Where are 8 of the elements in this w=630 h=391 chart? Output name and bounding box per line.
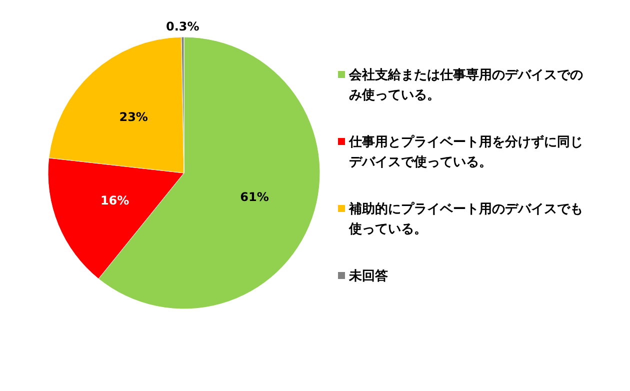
data-label: 23% xyxy=(119,110,148,124)
legend-label: 仕事用とプライベート用を分けずに同じデバイスで使っている。 xyxy=(348,134,583,170)
legend-label: 未回答 xyxy=(348,268,388,284)
legend-label: 補助的にプライベート用のデバイスでも使っている。 xyxy=(348,200,583,237)
data-label: 16% xyxy=(100,194,130,208)
data-label: 61% xyxy=(240,190,269,204)
data-label: 0.3% xyxy=(166,19,200,34)
legend-label: 会社支給または仕事専用のデバイスでのみ使っている。 xyxy=(348,66,583,103)
